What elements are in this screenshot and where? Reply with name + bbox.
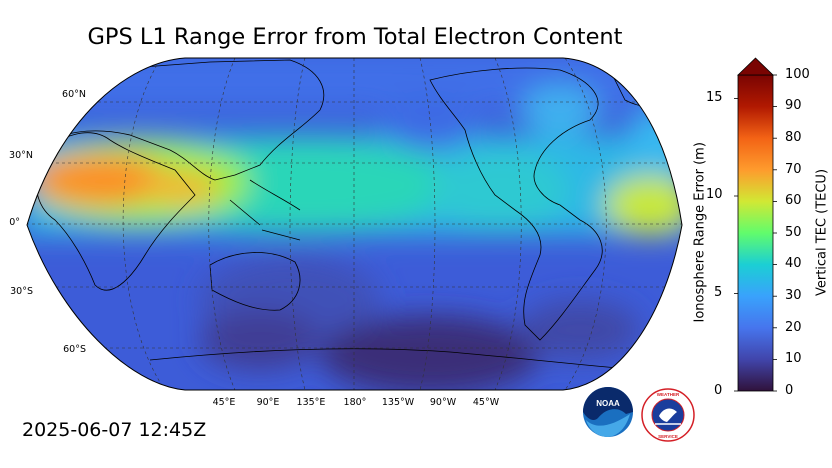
svg-text:NOAA: NOAA <box>596 399 620 408</box>
colorbar-extend-max <box>737 57 774 76</box>
colorbar-left-tick: 15 <box>706 90 723 105</box>
colorbar-right-axis-label: Vertical TEC (TECU) <box>814 168 830 297</box>
longitude-label: 135°E <box>296 397 326 408</box>
svg-text:WEATHER: WEATHER <box>657 392 680 397</box>
colorbar-right-tick: 60 <box>785 193 802 208</box>
latitude-label: 0° <box>9 217 20 228</box>
colorbar-right-tick: 40 <box>785 256 802 271</box>
globe-outline <box>26 57 683 391</box>
colorbar-right-tick: 100 <box>785 67 810 82</box>
longitude-label: 45°E <box>212 397 236 408</box>
noaa-logo: NOAA <box>583 387 633 437</box>
svg-text:SERVICE: SERVICE <box>658 434 678 439</box>
latitude-label: 60°S <box>63 344 86 355</box>
colorbar-right-tick: 30 <box>785 288 802 303</box>
colorbar-right-tick: 90 <box>785 98 802 113</box>
colorbar-right-tick: 50 <box>785 225 802 240</box>
colorbar-left-tick: 5 <box>714 285 723 300</box>
colorbar-right-tick: 70 <box>785 162 802 177</box>
longitude-label: 180° <box>343 397 367 408</box>
colorbar-right-tick: 0 <box>785 383 794 398</box>
tec-field <box>27 58 682 390</box>
longitude-label: 90°E <box>256 397 280 408</box>
colorbar-right-tick: 20 <box>785 320 802 335</box>
colorbar-left-tick: 10 <box>706 187 723 202</box>
map-title: GPS L1 Range Error from Total Electron C… <box>87 24 623 50</box>
graticule <box>27 58 682 390</box>
colorbar-left-axis-label: Ionosphere Range Error (m) <box>692 142 708 323</box>
latitude-label: 60°N <box>62 89 86 100</box>
valid-time-label: 2025-06-07 12:45Z <box>22 419 207 441</box>
colorbar-left-tick: 0 <box>714 383 723 398</box>
colorbar-right-tick: 10 <box>785 351 802 366</box>
colorbar-tick-marks <box>734 74 777 392</box>
longitude-label: 90°W <box>429 397 457 408</box>
nws-logo: WEATHER SERVICE <box>641 388 695 442</box>
longitude-label: 45°W <box>472 397 500 408</box>
colorbar-right-tick: 80 <box>785 130 802 145</box>
latitude-label: 30°S <box>10 286 33 297</box>
longitude-label: 135°W <box>381 397 415 408</box>
latitude-label: 30°N <box>9 150 33 161</box>
colorbar-bar <box>737 74 774 392</box>
